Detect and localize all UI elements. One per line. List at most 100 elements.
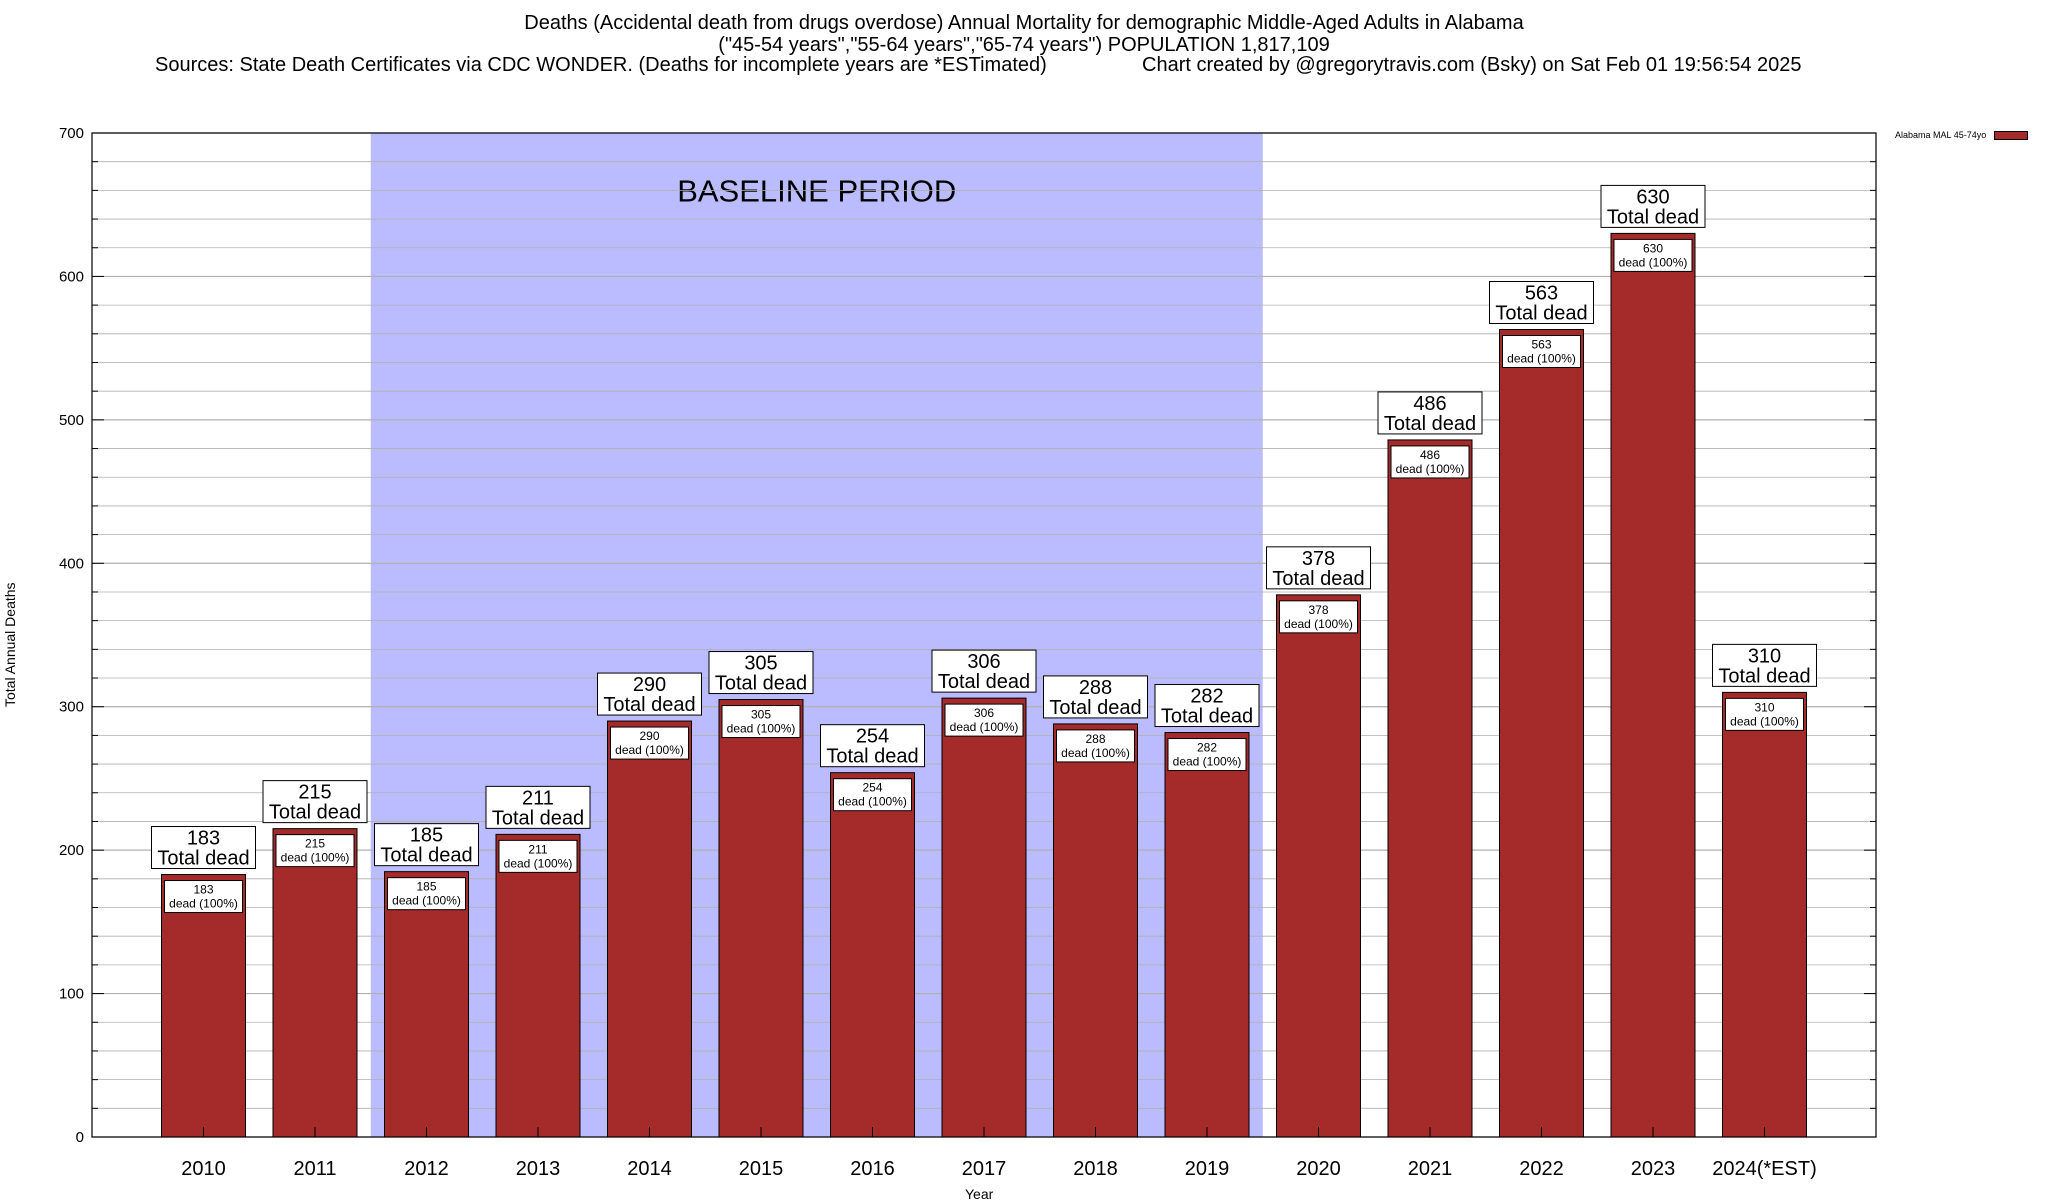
x-tick-label: 2018 [1073, 1158, 1118, 1180]
bar-inner-label-box [944, 703, 1024, 737]
x-tick-label: 2013 [516, 1158, 561, 1180]
bar-outer-label-box [1266, 546, 1371, 590]
title-sources: Sources: State Death Certificates via CD… [155, 54, 1047, 76]
legend-swatch [1994, 130, 2029, 140]
bar-inner-pct: dead (100%) [1730, 714, 1799, 728]
bar-total-label: Total dead [492, 807, 584, 829]
bar-inner-pct: dead (100%) [1396, 462, 1465, 476]
bar-inner-value: 630 [1643, 241, 1663, 255]
y-axis-label: Total Annual Deaths [2, 582, 18, 707]
bar-inner-label-box [610, 726, 689, 760]
bar-inner-label-box [275, 834, 355, 868]
bar-inner-pct: dead (100%) [169, 897, 238, 911]
legend: Alabama MAL 45-74yo [1895, 130, 2029, 140]
x-tick-label: 2014 [627, 1158, 672, 1180]
bar-inner-value: 288 [1085, 732, 1105, 746]
bar [1387, 439, 1473, 1138]
y-tick-label: 600 [59, 268, 84, 285]
bar-total-label: Total dead [269, 802, 361, 824]
x-tick-label: 2023 [1631, 1158, 1676, 1180]
bar-inner-pct: dead (100%) [615, 743, 684, 757]
bar-inner-value: 215 [305, 837, 325, 851]
bar-inner-label-box [1613, 238, 1693, 272]
bar-total-label: Total dead [938, 671, 1030, 693]
title-line-2: ("45-54 years","55-64 years","65-74 year… [718, 34, 1330, 56]
bar-total-label: Total dead [1161, 706, 1253, 728]
bar-inner-label-box [721, 705, 801, 739]
bar-total-label: Total dead [1607, 206, 1699, 228]
plot-frame [91, 132, 1877, 1138]
bar-value-label: 630 [1636, 186, 1669, 208]
bar-inner-pct: dead (100%) [1507, 351, 1576, 365]
x-tick-label: 2020 [1296, 1158, 1341, 1180]
x-tick-label: 2019 [1185, 1158, 1230, 1180]
bar-outer-label-box [1043, 675, 1148, 719]
y-tick-label: 300 [59, 699, 84, 716]
x-tick-label: 2011 [293, 1158, 336, 1180]
bar-value-label: 290 [633, 674, 666, 696]
bar-inner-value: 282 [1197, 741, 1217, 755]
bar [1722, 691, 1807, 1138]
bar-outer-label-box [374, 823, 479, 867]
bar-inner-pct: dead (100%) [950, 720, 1019, 734]
bar [1164, 732, 1250, 1138]
bar-outer-label-box [485, 785, 591, 829]
bar-inner-label-box [1725, 697, 1804, 731]
bar-outer-label-box [151, 826, 256, 870]
bar [607, 720, 692, 1138]
bar-inner-label-box [1390, 445, 1470, 479]
bar-inner-value: 305 [751, 708, 771, 722]
bar-inner-value: 183 [193, 883, 213, 897]
bar-inner-value: 211 [528, 842, 547, 856]
bar-inner-pct: dead (100%) [1061, 746, 1130, 760]
bar-outer-label-box [708, 651, 814, 695]
bar-inner-value: 310 [1754, 700, 1774, 714]
bar-value-label: 183 [187, 828, 220, 850]
bar-inner-pct: dead (100%) [392, 894, 461, 908]
bar-inner-pct: dead (100%) [727, 722, 796, 736]
bar-outer-label-box [1377, 391, 1483, 435]
bar-total-label: Total dead [1718, 665, 1810, 687]
bar [161, 874, 246, 1138]
bar-outer-label-box [820, 724, 925, 768]
bar [830, 772, 915, 1138]
bar-inner-label-box [833, 778, 912, 812]
bar [272, 828, 358, 1138]
bar-value-label: 486 [1413, 393, 1446, 415]
x-tick-label: 2010 [181, 1158, 226, 1180]
bar-inner-value: 185 [416, 880, 436, 894]
bar [1276, 594, 1361, 1138]
bar-outer-label-box [1712, 643, 1817, 687]
bar-outer-label-box [1489, 280, 1594, 324]
bar-inner-pct: dead (100%) [838, 795, 907, 809]
title-line-1: Deaths (Accidental death from drugs over… [524, 12, 1524, 34]
x-tick-label: 2021 [1408, 1158, 1453, 1180]
bar-total-label: Total dead [1049, 697, 1141, 719]
x-axis-label: Year [965, 1186, 994, 1202]
bar-value-label: 305 [744, 653, 777, 675]
bar-inner-value: 486 [1420, 448, 1440, 462]
bar-inner-pct: dead (100%) [1284, 617, 1353, 631]
bar [495, 833, 581, 1138]
bar-inner-label-box [164, 880, 243, 914]
bar-inner-pct: dead (100%) [281, 851, 350, 865]
bar-total-label: Total dead [1495, 302, 1587, 324]
bar-inner-label-box [1056, 729, 1135, 763]
x-tick-label: 2022 [1519, 1158, 1564, 1180]
bar-value-label: 215 [298, 782, 331, 804]
title-credit: Chart created by @gregorytravis.com (Bsk… [1142, 54, 1802, 76]
bar [1053, 723, 1138, 1138]
y-tick-label: 500 [59, 412, 84, 429]
bar-inner-value: 254 [862, 781, 882, 795]
bar-inner-label-box [498, 839, 578, 873]
bar-inner-label-box [387, 877, 466, 911]
x-tick-label: 2024(*EST) [1712, 1158, 1817, 1180]
bar-value-label: 185 [410, 825, 443, 847]
bar [1499, 328, 1584, 1138]
bar-inner-value: 306 [974, 706, 994, 720]
bar-inner-label-box [1502, 334, 1581, 368]
bar-total-label: Total dead [603, 694, 695, 716]
bar [384, 871, 469, 1138]
bar-value-label: 378 [1302, 548, 1335, 570]
bar-total-label: Total dead [1272, 568, 1364, 590]
